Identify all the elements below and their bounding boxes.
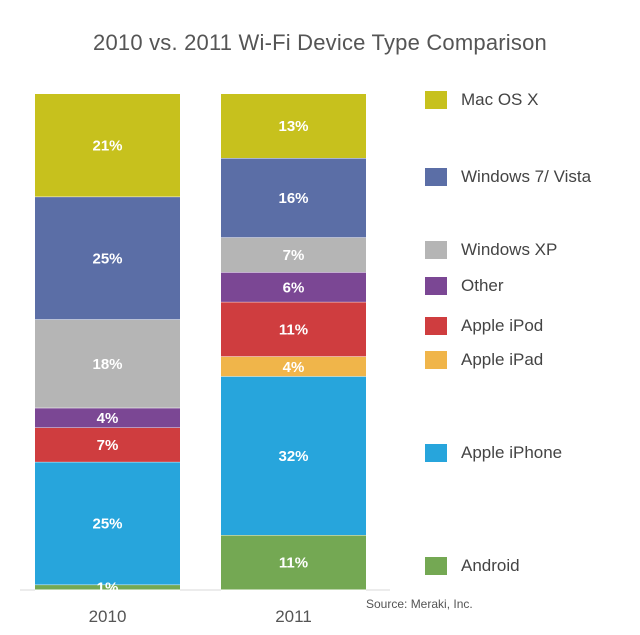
legend-swatch <box>425 168 447 186</box>
data-label-2010-windows-7-vista: 25% <box>92 251 122 268</box>
legend-item-mac-os-x: Mac OS X <box>425 90 538 110</box>
data-label-2011-other: 6% <box>283 279 305 296</box>
legend-swatch <box>425 91 447 109</box>
legend-item-android: Android <box>425 556 520 576</box>
legend-item-apple-ipad: Apple iPad <box>425 350 543 370</box>
legend-label: Apple iPod <box>461 316 544 335</box>
bar-segment-2011-mac-os-x <box>221 94 366 159</box>
legend: Mac OS X Windows 7/ Vista Windows XP Other A… <box>425 0 640 600</box>
bar-segment-2011-other <box>221 272 366 303</box>
legend-item-windows-7-vista: Windows 7/ Vista <box>425 167 591 187</box>
bar-segment-2010-windows-7-vista <box>35 197 180 320</box>
legend-label: Mac OS X <box>461 90 539 109</box>
legend-swatch <box>425 317 447 335</box>
data-label-2011-mac-os-x: 13% <box>278 118 308 135</box>
data-label-2011-apple-ipod: 11% <box>279 322 308 339</box>
bar-segment-2010-android <box>35 585 180 590</box>
data-label-2011-apple-ipad: 4% <box>283 359 305 376</box>
data-label-2010-apple-ipod: 7% <box>97 437 119 454</box>
legend-swatch <box>425 444 447 462</box>
bar-segment-2011-android <box>221 535 366 590</box>
legend-label: Apple iPad <box>461 350 544 369</box>
x-tick-label-2011: 2011 <box>275 607 312 626</box>
data-label-2010-other: 4% <box>97 410 119 427</box>
chart-title: 2010 vs. 2011 Wi-Fi Device Type Comparis… <box>93 30 547 55</box>
legend-label: Windows XP <box>461 240 558 259</box>
x-labels-group: 2010 2011 <box>89 607 312 626</box>
bar-segment-2011-apple-ipod <box>221 302 366 357</box>
legend-item-apple-iphone: Apple iPhone <box>425 443 562 463</box>
data-label-2010-mac-os-x: 21% <box>92 138 122 155</box>
data-label-2011-windows-xp: 7% <box>283 247 305 264</box>
data-label-2010-windows-xp: 18% <box>92 356 122 373</box>
legend-label: Apple iPhone <box>461 443 563 462</box>
legend-item-other: Other <box>425 276 504 296</box>
source-note: Source: Meraki, Inc. <box>366 597 473 611</box>
legend-label: Android <box>461 556 520 575</box>
data-label-2010-android: 1% <box>97 580 119 597</box>
x-tick-label-2010: 2010 <box>89 607 127 626</box>
legend-label: Windows 7/ Vista <box>461 167 592 186</box>
data-label-2011-android: 11% <box>279 555 308 572</box>
bar-segment-2011-apple-ipad <box>221 356 366 377</box>
legend-label: Other <box>461 276 504 295</box>
bar-segment-2010-other <box>35 408 180 428</box>
legend-swatch <box>425 241 447 259</box>
data-label-2010-apple-iphone: 25% <box>92 516 122 533</box>
bar-segment-2010-apple-ipod <box>35 427 180 463</box>
data-label-2011-windows-7-vista: 16% <box>278 190 308 207</box>
bar-segment-2011-windows-xp <box>221 237 366 273</box>
bar-segment-2010-windows-xp <box>35 319 180 409</box>
legend-swatch <box>425 277 447 295</box>
data-label-2011-apple-iphone: 32% <box>278 448 308 465</box>
bar-segment-2011-windows-7-vista <box>221 158 366 238</box>
bar-segment-2010-apple-iphone <box>35 462 180 586</box>
legend-swatch <box>425 557 447 575</box>
bar-segment-2011-apple-iphone <box>221 376 366 536</box>
legend-item-windows-xp: Windows XP <box>425 240 557 260</box>
legend-swatch <box>425 351 447 369</box>
bars-group: 21% 25% 18% 4% 7% 25% 1% 13% 16% 7% 6% 11% 4% 32% 11% <box>35 94 366 597</box>
bar-segment-2010-mac-os-x <box>35 94 180 198</box>
legend-item-apple-ipod: Apple iPod <box>425 316 543 336</box>
